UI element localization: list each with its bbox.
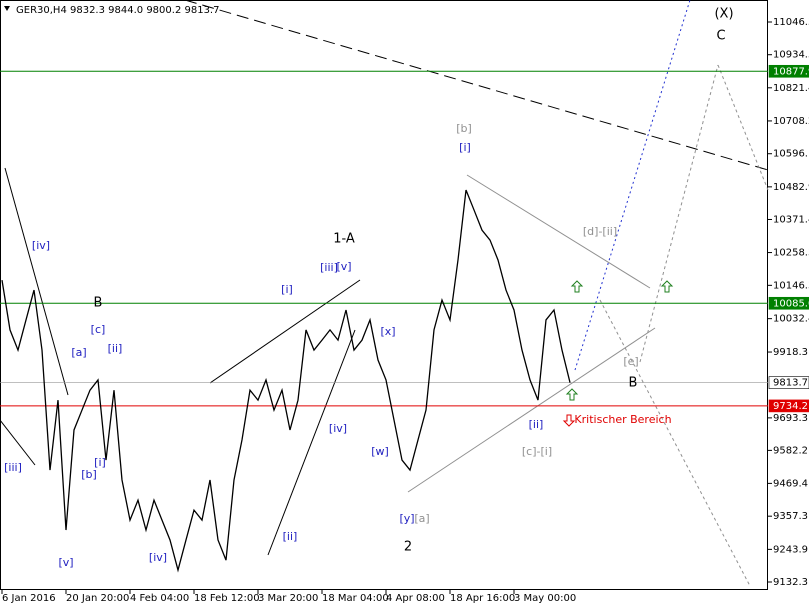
wave-label: [w] [371, 445, 389, 458]
projection-line [639, 64, 719, 363]
wave-label: [iii] [4, 461, 22, 474]
channel-line [407, 327, 656, 493]
y-tick-label: 10146.3 [773, 280, 809, 291]
wave-label: B [629, 376, 638, 391]
y-tick-label: 9357.3 [773, 511, 808, 522]
down-arrow [562, 414, 576, 427]
y-tick-label: 11046.3 [773, 17, 809, 28]
x-tick-label: 3 Mar 20:00 [258, 593, 318, 604]
wave-label: [y] [399, 512, 414, 525]
wave-label: (X) [714, 7, 733, 22]
y-tick-label: 9132.3 [773, 577, 808, 588]
wave-label: [iii] [320, 261, 338, 274]
x-tick-label: 18 Feb 12:00 [194, 593, 260, 604]
title-marker [4, 6, 10, 11]
wave-label: [iv] [32, 239, 50, 252]
y-tick-label: 10032.4 [773, 314, 809, 325]
wave-label: [i] [94, 456, 106, 469]
x-tick-label: 18 Mar 04:00 [322, 593, 389, 604]
trend-line [0, 419, 36, 466]
wave-label: [b] [81, 468, 97, 481]
wave-label: [iv] [329, 422, 347, 435]
plot-frame [0, 0, 768, 590]
wave-label: [i] [459, 141, 471, 154]
trend-lines [0, 0, 769, 587]
wave-label: [x] [380, 325, 395, 338]
y-tick-label: 9693.3 [773, 413, 808, 424]
channel-line [466, 174, 651, 289]
wave-label: [ii] [529, 418, 544, 431]
up-arrow [570, 280, 584, 293]
wave-label: B [94, 296, 103, 311]
y-tick-label: 9582.2 [773, 445, 808, 456]
y-tick-label: 10258.3 [773, 248, 809, 259]
level-label: 9813.7 [773, 378, 808, 389]
wave-label: 1-A [333, 232, 355, 247]
wave-label: [a] [71, 346, 86, 359]
projection-line [717, 64, 769, 191]
level-label-box [768, 296, 809, 310]
x-tick-label: 6 Jan 2016 [2, 593, 56, 604]
y-tick-label: 10596.1 [773, 149, 809, 160]
y-tick-label: 9469.4 [773, 478, 808, 489]
up-arrow [660, 280, 674, 293]
x-tick-label: 20 Jan 20:00 [66, 593, 129, 604]
x-tick-label: 18 Apr 16:00 [450, 593, 515, 604]
y-tick-label: 10482.9 [773, 182, 809, 193]
wave-label: [ii] [108, 342, 123, 355]
y-tick-label: 9918.3 [773, 347, 808, 358]
y-tick-label: 9243.9 [773, 544, 808, 555]
y-tick-label: 10934.5 [773, 50, 809, 61]
y-tick-label: 10708.2 [773, 116, 809, 127]
level-label: 10877.9 [773, 66, 809, 77]
level-label: 9734.2 [773, 401, 808, 412]
wave-label: [d]-[ii] [583, 225, 617, 238]
wave-label: [ii] [283, 530, 298, 543]
trend-line [4, 167, 69, 396]
y-tick-label: 10371.4 [773, 214, 809, 225]
chart-title: GER30,H4 9832.3 9844.0 9800.2 9813.7 [16, 5, 219, 16]
wave-label: [a] [414, 512, 429, 525]
wave-label: [c]-[i] [522, 445, 552, 458]
projection-line [574, 0, 691, 371]
trend-line [209, 279, 361, 384]
wave-label: [v] [336, 260, 351, 273]
projection-line [599, 299, 751, 587]
wave-label: [e] [623, 355, 638, 368]
trend-line [184, 0, 769, 171]
x-tick-label: 4 Apr 08:00 [386, 593, 445, 604]
arrows [562, 280, 674, 427]
wave-label: [iv] [149, 551, 167, 564]
x-tick-label: 4 Feb 04:00 [130, 593, 189, 604]
price-line [1, 189, 571, 573]
level-label-box [768, 376, 809, 389]
x-tick-label: 3 May 00:00 [514, 593, 576, 604]
up-arrow [565, 388, 579, 401]
y-tick-label: 10821.4 [773, 83, 809, 94]
level-label-box [768, 64, 809, 78]
trend-line [267, 329, 356, 556]
wave-label: [c] [91, 323, 106, 336]
level-label-box [768, 399, 809, 413]
wave-label: [b] [456, 122, 472, 135]
wave-label: C [716, 29, 725, 44]
wave-label: Kritischer Bereich [574, 413, 671, 426]
wave-label: [i] [281, 283, 293, 296]
wave-label: 2 [404, 540, 412, 555]
level-label: 10085.0 [773, 298, 809, 309]
wave-label: [v] [58, 556, 73, 569]
